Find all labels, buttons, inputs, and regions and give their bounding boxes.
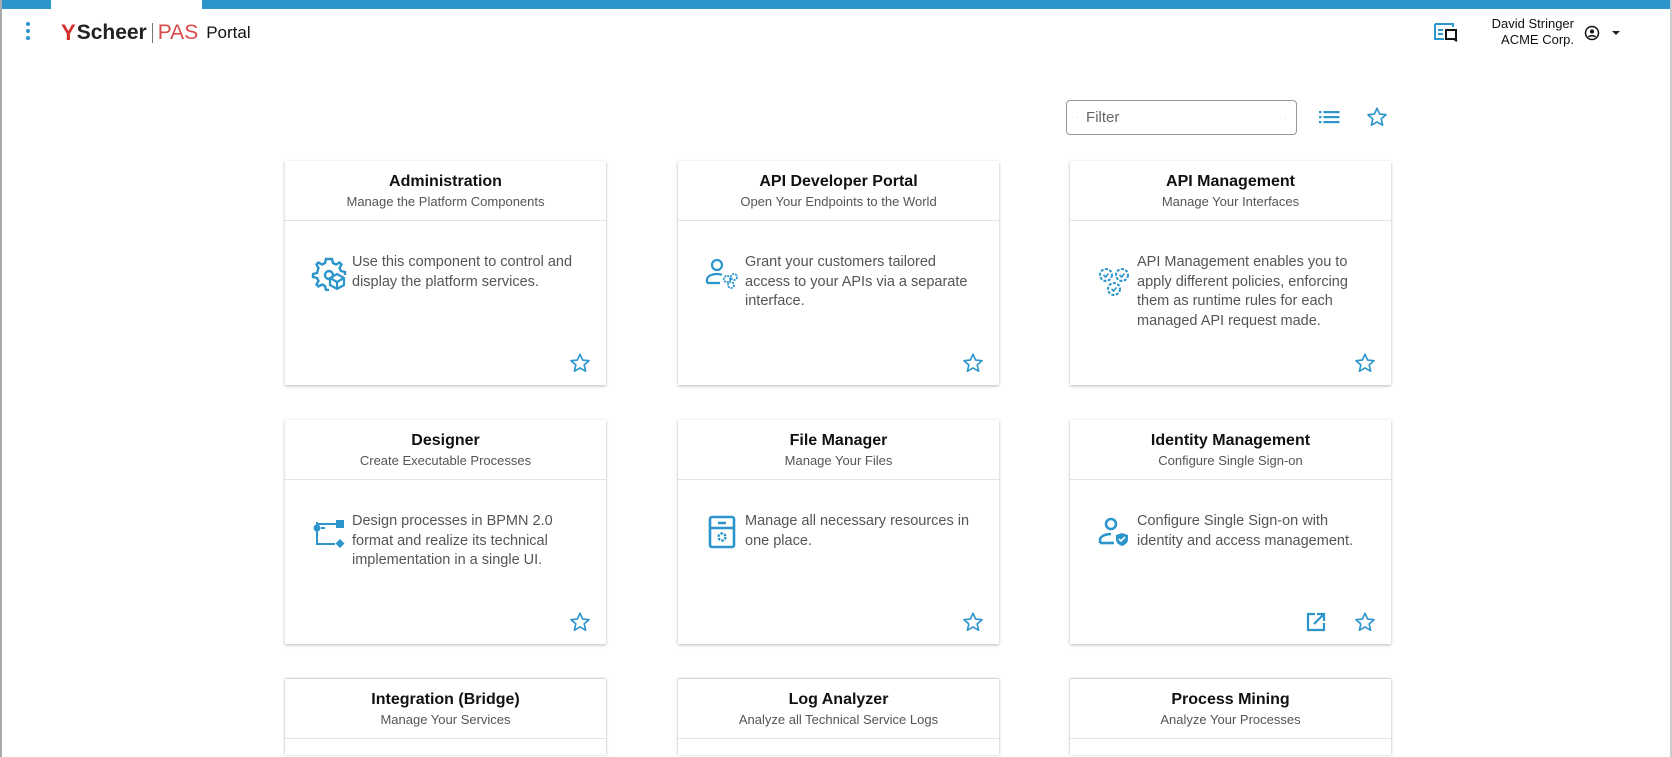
card-title: API Management (1166, 173, 1295, 190)
open-external-icon[interactable] (1306, 612, 1326, 632)
card-subtitle: Analyze all Technical Service Logs (738, 712, 939, 727)
logo-divider (151, 23, 153, 43)
file-cabinet-icon (708, 515, 736, 548)
users-shield-icon (1098, 517, 1128, 546)
card-description: API Management enables you to apply diff… (1137, 254, 1348, 329)
user-org: ACME Corp. (1501, 32, 1574, 47)
app-title: Portal (206, 23, 251, 42)
search-icon (1077, 117, 1078, 118)
card-description: Manage all necessary resources in one pl… (745, 513, 970, 549)
user-name: David Stringer (1491, 16, 1574, 31)
app-card[interactable]: File Manager Manage Your Files Manage all… (678, 420, 999, 644)
gears-check-icon (1099, 268, 1129, 297)
card-description: Design processes in BPMN 2.0 format and … (352, 513, 553, 568)
logo-mark: Y (61, 20, 76, 45)
filter-input[interactable] (1086, 109, 1286, 126)
favorite-star-icon[interactable] (569, 352, 591, 374)
card-subtitle: Manage Your Interfaces (1161, 194, 1300, 209)
caret-down-icon[interactable] (1612, 31, 1620, 35)
logo-brand: Scheer (76, 21, 147, 44)
user-gears-icon (705, 258, 738, 289)
card-subtitle: Create Executable Processes (359, 453, 532, 468)
app-header (2, 9, 1670, 54)
card-header: Log Analyzer Analyze all Technical Servi… (678, 679, 999, 739)
card-description: Use this component to control and displa… (352, 254, 573, 290)
card-description: Grant your customers tailored access to … (745, 254, 968, 309)
card-header: Administration Manage the Platform Compo… (285, 161, 606, 221)
card-header: Identity Management Configure Single Sig… (1070, 420, 1391, 480)
app-card[interactable]: Process Mining Analyze Your Processes (1070, 679, 1391, 755)
app-card[interactable]: Designer Create Executable Processes Desi… (285, 420, 606, 644)
top-accent-bar (2, 0, 1670, 9)
card-title: Integration (Bridge) (371, 691, 520, 708)
card-subtitle: Manage Your Services (380, 712, 511, 727)
card-title: Designer (411, 432, 480, 449)
process-flow-icon (313, 519, 345, 548)
user-info[interactable]: David Stringer ACME Corp. (1492, 16, 1574, 48)
card-header: API Developer Portal Open Your Endpoints… (678, 161, 999, 221)
card-title: Administration (389, 173, 502, 190)
favorite-star-icon[interactable] (569, 611, 591, 633)
app-card[interactable]: Identity Management Configure Single Sig… (1070, 420, 1391, 644)
card-title: Process Mining (1171, 691, 1290, 708)
card-header: Integration (Bridge) Manage Your Service… (285, 679, 606, 739)
active-tab-gap (51, 0, 202, 9)
card-header: Designer Create Executable Processes (285, 420, 606, 480)
app-card[interactable]: Log Analyzer Analyze all Technical Servi… (678, 679, 999, 755)
favorite-star-icon[interactable] (1354, 352, 1376, 374)
favorite-star-icon[interactable] (962, 352, 984, 374)
app-card[interactable]: API Management Manage Your Interfaces API… (1070, 161, 1391, 385)
card-title: Log Analyzer (788, 691, 889, 708)
gear-cube-icon (311, 257, 347, 291)
card-subtitle: Configure Single Sign-on (1158, 453, 1303, 468)
account-circle-icon[interactable] (1584, 25, 1600, 41)
card-header: Process Mining Analyze Your Processes (1070, 679, 1391, 739)
menu-dots-icon[interactable] (24, 22, 32, 42)
favorites-star-icon[interactable] (1366, 106, 1388, 128)
clear-icon[interactable] (1285, 112, 1286, 124)
card-header: File Manager Manage Your Files (678, 420, 999, 480)
card-subtitle: Open Your Endpoints to the World (740, 194, 937, 209)
card-title: Identity Management (1150, 432, 1311, 449)
card-subtitle: Manage the Platform Components (346, 194, 545, 209)
preview-icon[interactable] (1433, 22, 1459, 42)
list-view-icon[interactable] (1319, 108, 1340, 126)
card-title: File Manager (789, 432, 888, 449)
favorite-star-icon[interactable] (1354, 611, 1376, 633)
app-card[interactable]: API Developer Portal Open Your Endpoints… (678, 161, 999, 385)
card-subtitle: Manage Your Files (784, 453, 893, 468)
card-description: Configure Single Sign-on with identity a… (1137, 513, 1354, 549)
card-header: API Management Manage Your Interfaces (1070, 161, 1391, 221)
card-subtitle: Analyze Your Processes (1160, 712, 1301, 727)
card-title: API Developer Portal (759, 173, 918, 190)
logo[interactable]: Y Scheer PAS Portal (61, 20, 251, 46)
favorite-star-icon[interactable] (962, 611, 984, 633)
app-card[interactable]: Integration (Bridge) Manage Your Service… (285, 679, 606, 755)
app-card[interactable]: Administration Manage the Platform Compo… (285, 161, 606, 385)
logo-product: PAS (157, 21, 199, 44)
filter-field[interactable] (1066, 100, 1297, 135)
